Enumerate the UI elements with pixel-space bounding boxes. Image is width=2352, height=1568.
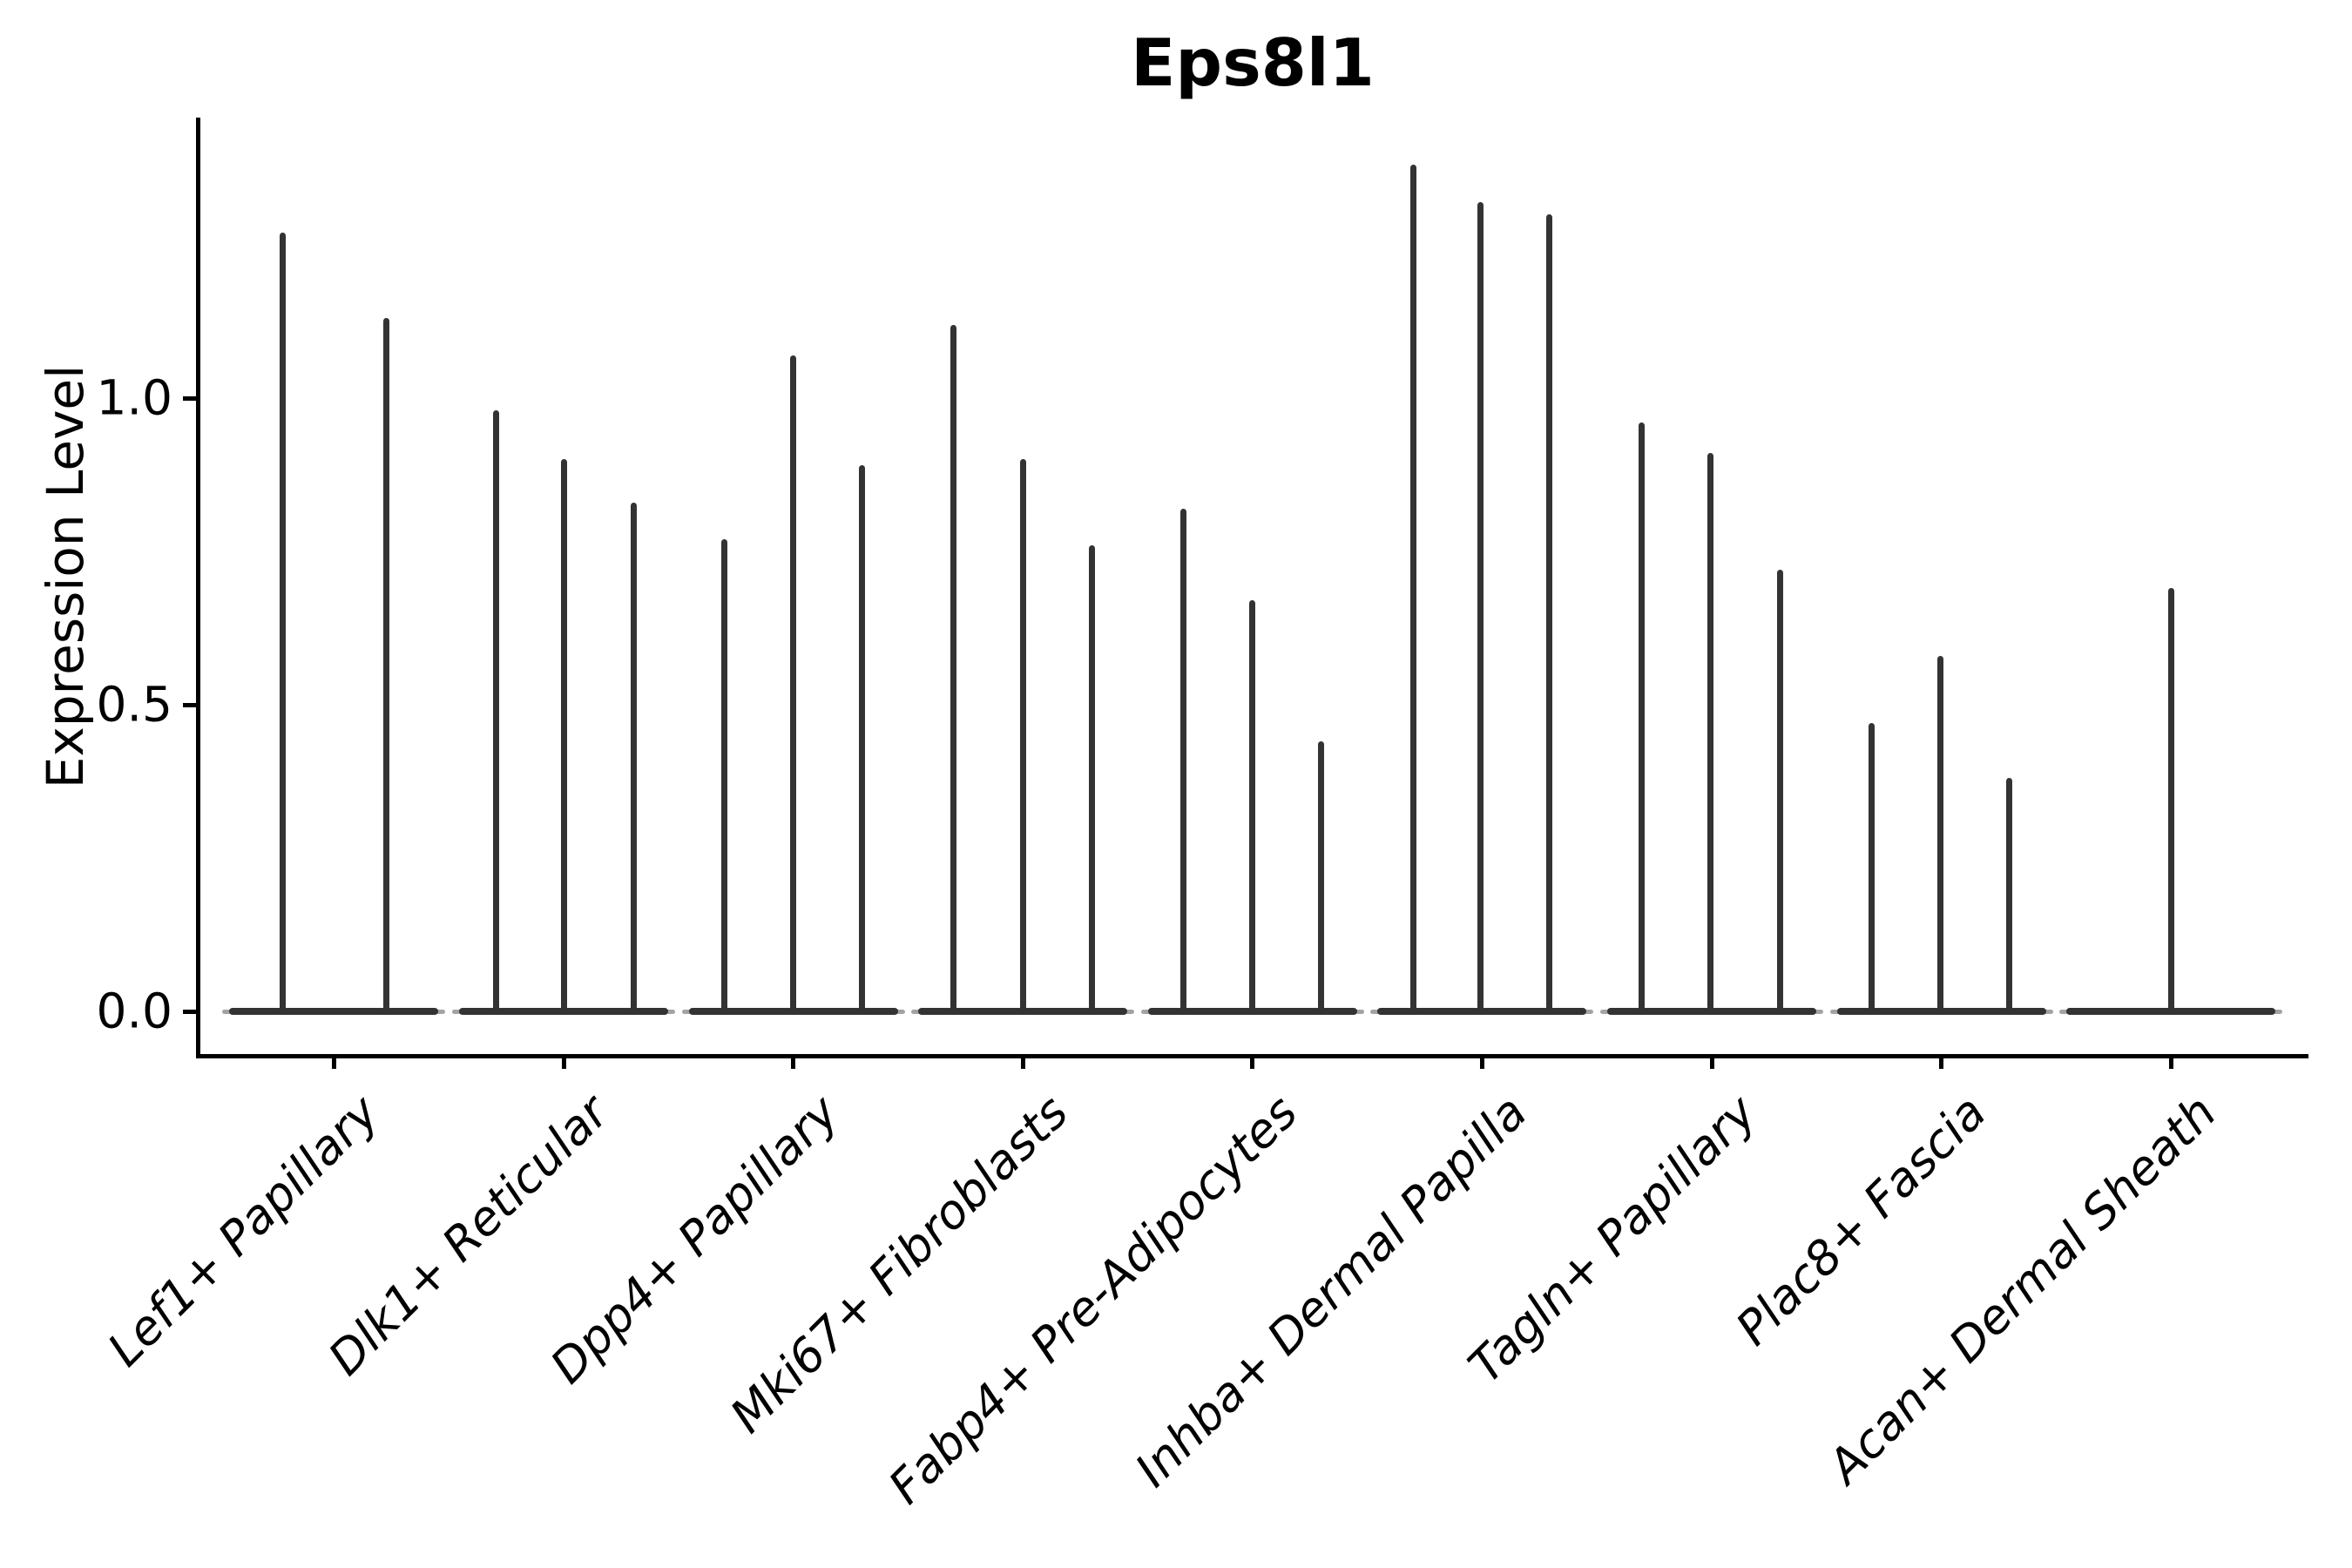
violin-spike [1937, 655, 1944, 1011]
violin-body [1829, 1008, 2053, 1015]
violin-body [1600, 1008, 1823, 1015]
violin-spike [382, 318, 389, 1011]
violin-body [452, 1008, 675, 1015]
y-axis-label: Expression Level [36, 364, 95, 789]
violin-spike [1707, 453, 1713, 1011]
violin-spike [790, 355, 797, 1011]
x-tick [1020, 1054, 1025, 1069]
x-tick [2168, 1054, 2173, 1069]
violin-spike [1180, 508, 1187, 1011]
violin-spike [279, 232, 286, 1011]
x-tick [1479, 1054, 1484, 1069]
y-tick [183, 395, 197, 401]
violin-spike [1409, 165, 1416, 1011]
violin-body [2059, 1008, 2283, 1015]
x-tick [1709, 1054, 1714, 1069]
x-tick [791, 1054, 796, 1069]
violin-spike [1088, 544, 1095, 1011]
violin-spike [1249, 600, 1256, 1011]
x-tick-label: Acan+ Dermal Sheath [1817, 1085, 2227, 1494]
violin-spike [2167, 588, 2174, 1011]
y-tick-label: 0.0 [96, 983, 172, 1039]
violin-body [222, 1008, 446, 1015]
violin-spike [950, 324, 956, 1011]
violin-spike [1869, 723, 1876, 1011]
violin-spike [492, 410, 499, 1011]
y-tick [183, 702, 197, 707]
violin-spike [2006, 778, 2013, 1011]
x-tick [1250, 1054, 1255, 1069]
y-axis-spine [196, 118, 200, 1058]
y-tick-label: 1.0 [96, 369, 172, 426]
violin-body [911, 1008, 1135, 1015]
violin-spike [721, 538, 728, 1011]
violin-spike [1477, 201, 1484, 1011]
x-tick [561, 1054, 566, 1069]
x-tick-label: Plac8+ Fascia [1726, 1085, 1997, 1356]
chart-title: Eps8l1 [1131, 24, 1375, 101]
violin-body [1370, 1008, 1594, 1015]
violin-spike [1318, 741, 1325, 1011]
y-tick [183, 1009, 197, 1014]
violin-body [681, 1008, 905, 1015]
violin-spike [560, 459, 567, 1011]
violin-spike [1019, 459, 1026, 1011]
violin-spike [1776, 570, 1783, 1011]
violin-spike [859, 465, 866, 1011]
violin-spike [1638, 422, 1645, 1011]
y-tick-label: 0.5 [96, 676, 172, 733]
violin-spike [1545, 213, 1552, 1011]
x-tick-label: Inhba+ Dermal Papilla [1125, 1085, 1538, 1497]
violin-spike [630, 502, 637, 1011]
x-tick [1939, 1054, 1944, 1069]
x-tick-label: Fabp4+ Pre-Adipocytes [878, 1085, 1308, 1515]
violin-body [1140, 1008, 1364, 1015]
x-tick [331, 1054, 336, 1069]
